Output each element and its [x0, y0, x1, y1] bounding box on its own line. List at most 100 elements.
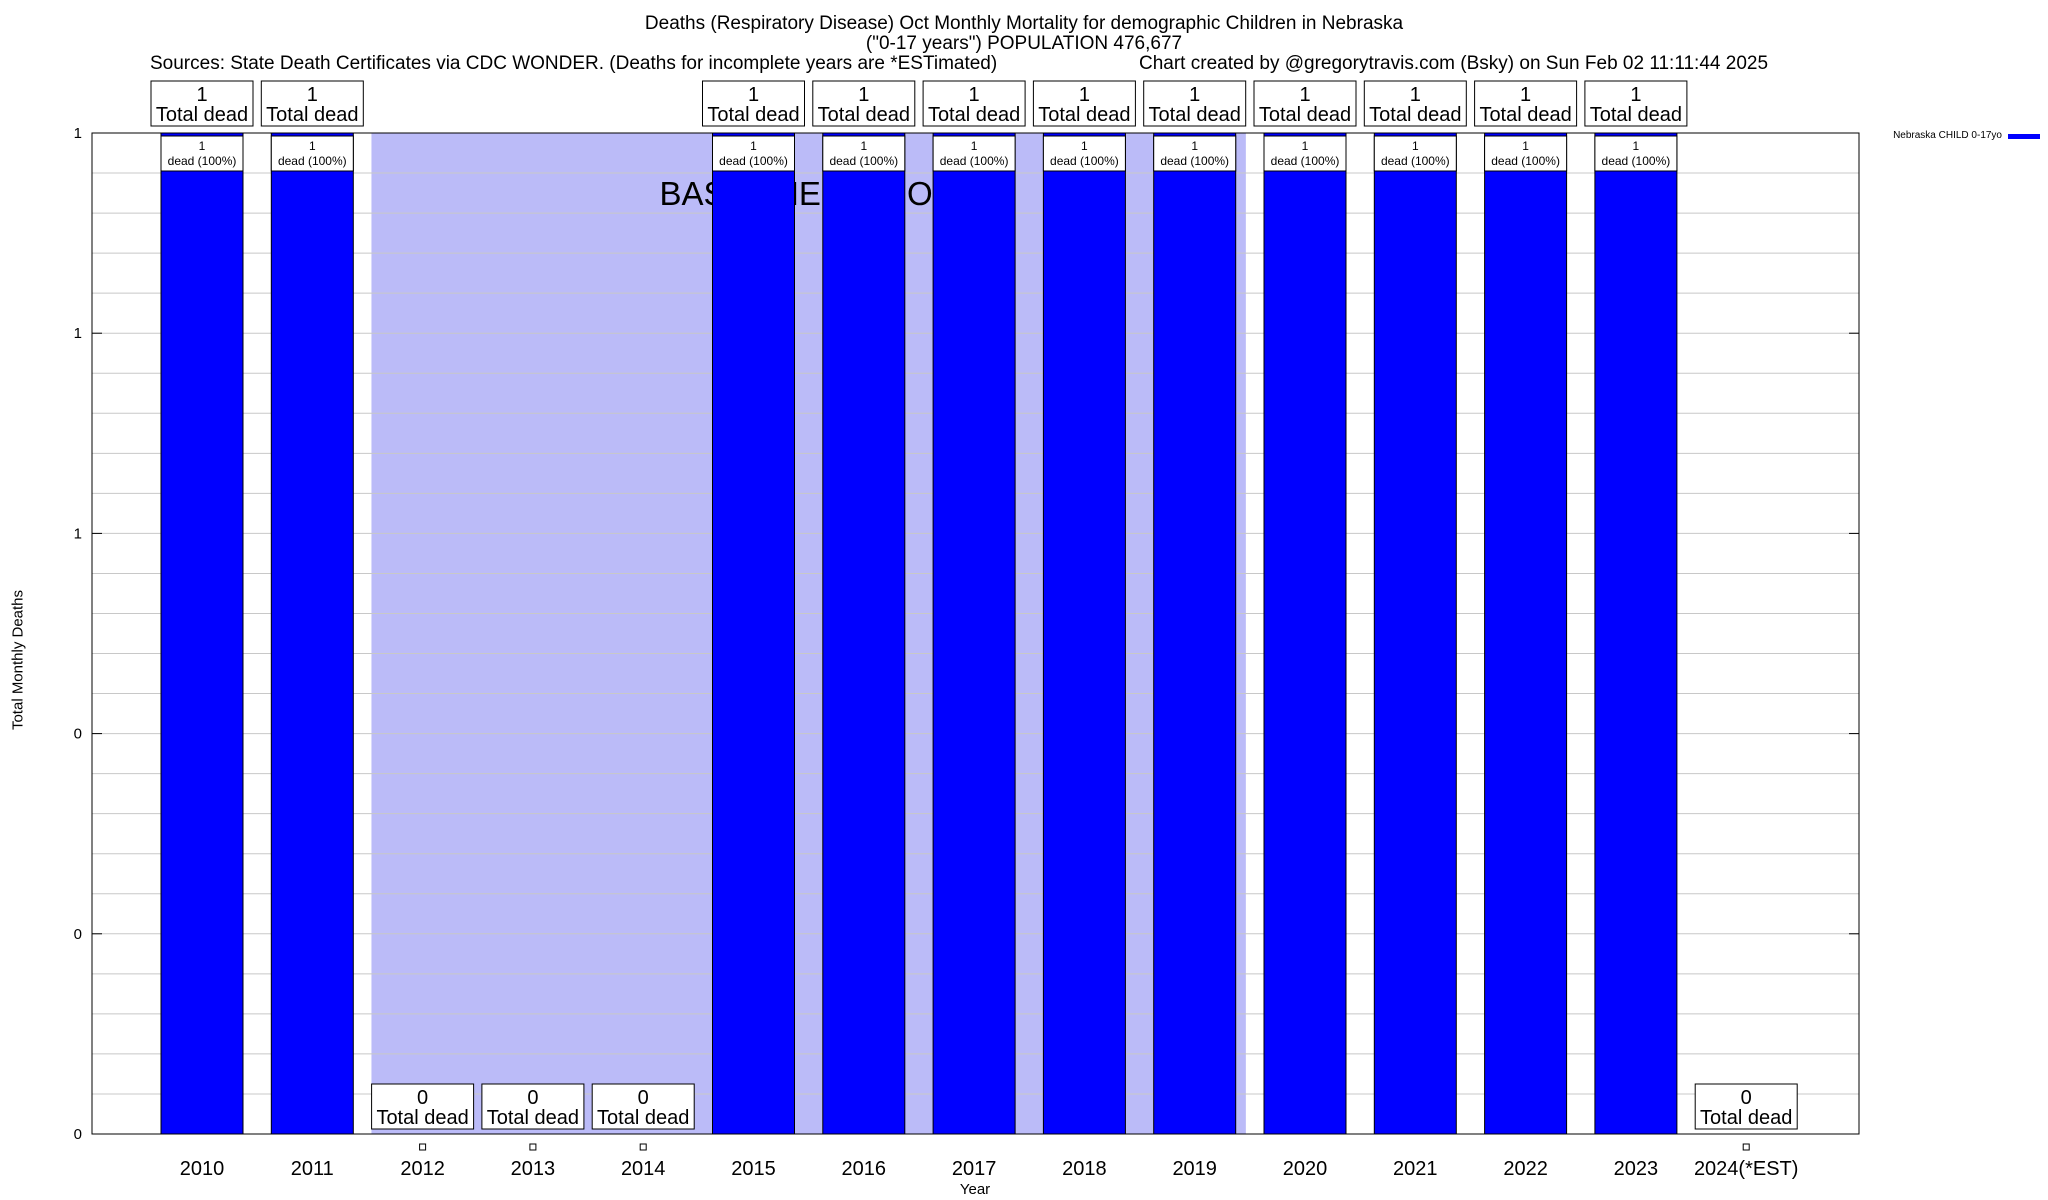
- legend-swatch: [2008, 133, 2040, 139]
- bar-inner-label-box: [270, 135, 354, 172]
- x-tick-label: 2011: [291, 1158, 334, 1180]
- x-tick-label: 2013: [511, 1158, 556, 1180]
- zero-label-text: Total dead: [376, 1107, 468, 1129]
- bar-inner-label-text: dead (100%): [829, 154, 898, 168]
- x-tick-label: 2015: [731, 1158, 776, 1180]
- bar-inner-label-text: dead (100%): [1381, 154, 1450, 168]
- x-tick-label: 2021: [1393, 1158, 1438, 1180]
- bar-inner-label-count: 1: [1633, 139, 1640, 153]
- bar: [932, 132, 1016, 1135]
- y-tick-label: 0: [74, 1126, 82, 1143]
- bar-inner-label-count: 1: [750, 139, 757, 153]
- top-label-number: 1: [1079, 84, 1090, 106]
- top-label-text: Total dead: [707, 104, 799, 126]
- bar-inner-label-text: dead (100%): [719, 154, 788, 168]
- y-axis-label: Total Monthly Deaths: [9, 589, 27, 731]
- bar-inner-label-text: dead (100%): [940, 154, 1009, 168]
- top-label-text: Total dead: [1038, 104, 1130, 126]
- top-label-text: Total dead: [1259, 104, 1351, 126]
- zero-label-number: 0: [1741, 1087, 1752, 1109]
- x-tick-label: 2012: [400, 1158, 445, 1180]
- top-label-box: [150, 80, 254, 127]
- bar-inner-label-text: dead (100%): [1602, 154, 1671, 168]
- bar: [712, 132, 795, 1135]
- top-label-number: 1: [1410, 84, 1421, 106]
- bar-inner-label-box: [712, 135, 795, 172]
- top-label-box: [922, 80, 1026, 127]
- bar: [1153, 132, 1237, 1135]
- bar-inner-label-text: dead (100%): [278, 154, 347, 168]
- bar-inner-label-count: 1: [1412, 139, 1419, 153]
- x-tick-label: 2017: [952, 1158, 997, 1180]
- top-label-text: Total dead: [156, 104, 248, 126]
- top-label-box: [1584, 80, 1688, 127]
- bar-inner-label-box: [1594, 135, 1678, 172]
- chart-title-line-1: Deaths (Respiratory Disease) Oct Monthly…: [644, 13, 1404, 34]
- top-label-text: Total dead: [1369, 104, 1461, 126]
- top-label-text: Total dead: [1149, 104, 1241, 126]
- top-label-text: Total dead: [1590, 104, 1682, 126]
- bar-inner-label-text: dead (100%): [1050, 154, 1119, 168]
- top-label-text: Total dead: [1479, 104, 1571, 126]
- bar-inner-label-text: dead (100%): [1160, 154, 1229, 168]
- bar-inner-label-count: 1: [309, 139, 316, 153]
- legend-label: Nebraska CHILD 0-17yo: [1893, 130, 2002, 141]
- top-label-box: [260, 80, 364, 127]
- bar-inner-label-box: [1373, 135, 1457, 172]
- top-label-box: [1032, 80, 1136, 127]
- chart-title-line-2: ("0-17 years") POPULATION 476,677: [865, 33, 1183, 54]
- top-label-number: 1: [1189, 84, 1200, 106]
- top-label-number: 1: [196, 84, 207, 106]
- bar-inner-label-box: [932, 135, 1016, 172]
- zero-label-text: Total dead: [487, 1107, 579, 1129]
- bar-inner-label-box: [160, 135, 244, 172]
- top-label-number: 1: [307, 84, 318, 106]
- x-tick-label: 2010: [180, 1158, 225, 1180]
- top-label-text: Total dead: [818, 104, 910, 126]
- plot-border: [91, 132, 1860, 1135]
- x-axis-label: Year: [959, 1181, 991, 1198]
- y-tick-label: 1: [74, 525, 82, 542]
- bar-inner-label-box: [1484, 135, 1568, 172]
- bar-inner-label-box: [1263, 135, 1347, 172]
- zero-label-text: Total dead: [1700, 1107, 1792, 1129]
- y-tick-label: 0: [74, 926, 82, 943]
- bar: [1373, 132, 1457, 1135]
- x-tick-label: 2018: [1062, 1158, 1107, 1180]
- zero-label-number: 0: [527, 1087, 538, 1109]
- bar-inner-label-count: 1: [860, 139, 867, 153]
- bar-inner-label-count: 1: [1302, 139, 1309, 153]
- zero-marker: [419, 1143, 427, 1151]
- top-label-text: Total dead: [266, 104, 358, 126]
- x-tick-label: 2020: [1283, 1158, 1328, 1180]
- zero-marker: [639, 1143, 647, 1151]
- bar: [160, 132, 244, 1135]
- bar-inner-label-count: 1: [1081, 139, 1088, 153]
- bar-inner-label-text: dead (100%): [1491, 154, 1560, 168]
- x-tick-label: 2023: [1614, 1158, 1659, 1180]
- zero-label-box: [591, 1083, 695, 1130]
- x-tick-label: 2019: [1172, 1158, 1217, 1180]
- chart-credit: Chart created by @gregorytravis.com (Bsk…: [1139, 53, 1769, 74]
- top-label-box: [812, 80, 916, 127]
- zero-marker: [529, 1143, 537, 1151]
- zero-label-box: [481, 1083, 585, 1130]
- bar: [1042, 132, 1126, 1135]
- bar-inner-label-text: dead (100%): [168, 154, 237, 168]
- x-tick-label: 2016: [842, 1158, 887, 1180]
- bar-inner-label-box: [1153, 135, 1237, 172]
- bar: [1263, 132, 1347, 1135]
- bar-inner-label-count: 1: [1522, 139, 1529, 153]
- y-tick-label: 1: [74, 125, 82, 142]
- top-label-box: [1474, 80, 1578, 127]
- top-label-box: [1143, 80, 1247, 127]
- bar: [822, 132, 906, 1135]
- top-label-box: [1363, 80, 1467, 127]
- bar-inner-label-count: 1: [199, 139, 206, 153]
- top-label-box: [702, 80, 805, 127]
- baseline-period-label: BASELINE PERIOD: [659, 175, 956, 212]
- bar-inner-label-box: [1042, 135, 1126, 172]
- bar: [270, 132, 354, 1135]
- top-label-number: 1: [858, 84, 869, 106]
